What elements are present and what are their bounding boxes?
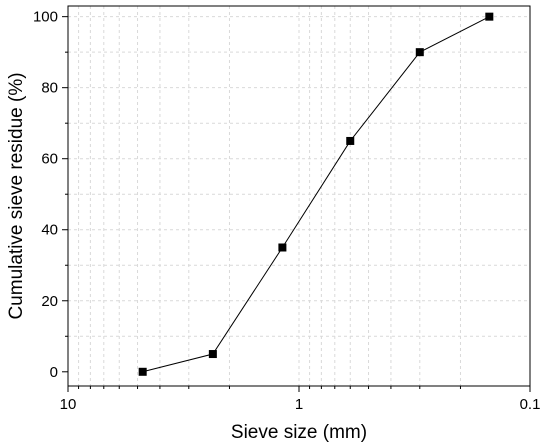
y-tick-label: 100 xyxy=(33,9,58,26)
y-axis-title: Cumulative sieve residue (%) xyxy=(6,72,27,319)
data-point xyxy=(415,48,424,57)
x-tick-label: 0.1 xyxy=(520,396,541,413)
data-point xyxy=(278,243,287,252)
y-tick-label: 60 xyxy=(41,151,58,168)
grid xyxy=(68,6,530,386)
data-point xyxy=(485,12,494,21)
y-tick-label: 80 xyxy=(41,80,58,97)
axes: 10 1 0.1 0 20 40 60 80 100 xyxy=(33,9,540,413)
x-tick-label: 10 xyxy=(60,396,77,413)
series-line xyxy=(142,16,490,373)
x-axis-title: Sieve size (mm) xyxy=(231,422,367,443)
data-point xyxy=(346,136,355,145)
data-series xyxy=(138,12,494,376)
x-tick-label: 1 xyxy=(295,396,303,413)
data-point xyxy=(208,350,217,359)
data-point xyxy=(138,367,147,376)
y-tick-label: 20 xyxy=(41,293,58,310)
y-tick-label: 0 xyxy=(50,364,58,381)
y-tick-label: 40 xyxy=(41,222,58,239)
